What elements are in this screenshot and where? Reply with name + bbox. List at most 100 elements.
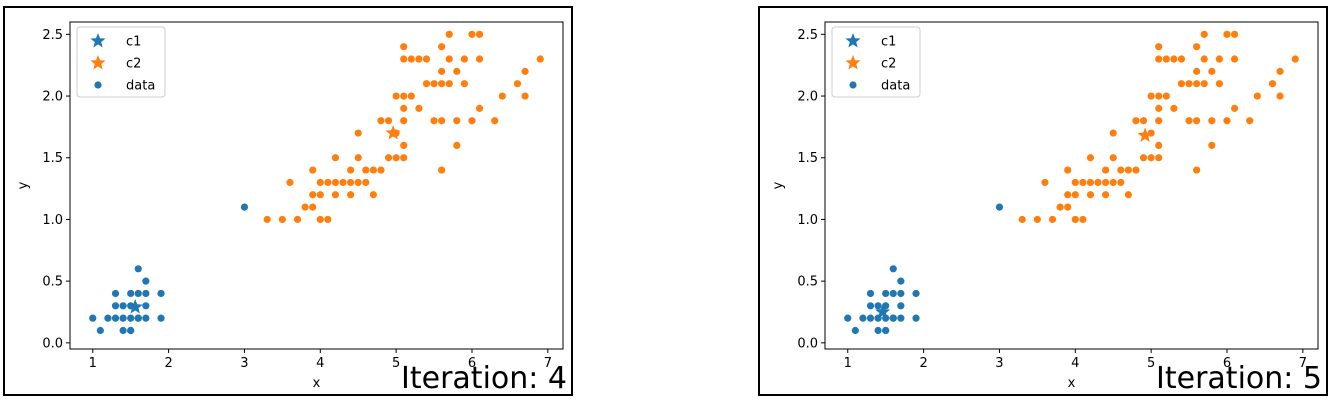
- data-point: [1177, 55, 1186, 63]
- data-point: [1276, 67, 1284, 75]
- data-point: [889, 289, 897, 298]
- legend-marker-star: [845, 33, 861, 48]
- data-point: [536, 55, 544, 63]
- data-point: [316, 178, 324, 187]
- data-point: [453, 141, 461, 149]
- data-point: [897, 302, 905, 310]
- data-point: [1193, 80, 1201, 88]
- data-point: [1109, 129, 1117, 137]
- x-tick-label: 3: [240, 356, 248, 371]
- data-point: [362, 178, 370, 187]
- data-point: [301, 203, 309, 211]
- data-point: [400, 55, 408, 63]
- data-point: [874, 326, 882, 335]
- data-point: [445, 80, 453, 88]
- data-point: [1117, 166, 1125, 174]
- y-tick-label: 2.0: [797, 90, 818, 105]
- data-point: [1170, 104, 1178, 112]
- data-point: [445, 30, 453, 38]
- data-point: [897, 289, 905, 298]
- data-point: [438, 67, 446, 75]
- data-point: [1193, 43, 1201, 51]
- data-point: [415, 104, 423, 112]
- legend-marker-star: [90, 55, 106, 70]
- data-point: [1208, 67, 1216, 75]
- x-tick-label: 1: [844, 356, 852, 371]
- data-point: [1170, 55, 1178, 63]
- x-tick-label: 2: [164, 356, 172, 371]
- data-point: [1177, 80, 1186, 88]
- data-point: [316, 191, 324, 199]
- scatter-plot: 1 2 3 4 5 6 7 0.0 0.5 1.0 1.5 2.0 2.5 x y c1 c2 data: [771, 21, 1319, 391]
- data-point: [1253, 92, 1261, 100]
- legend-label: c2: [881, 57, 896, 72]
- legend-label: data: [126, 79, 155, 94]
- data-point: [866, 289, 875, 298]
- data-point: [1185, 117, 1193, 125]
- data-point: [1086, 154, 1095, 162]
- y-tick-label: 2.0: [42, 90, 63, 105]
- data-point: [1071, 178, 1079, 187]
- data-point: [1162, 92, 1170, 100]
- data-point: [309, 191, 317, 199]
- data-point: [142, 289, 150, 298]
- data-point: [240, 203, 249, 211]
- data-point: [1102, 191, 1110, 199]
- data-point: [453, 117, 461, 125]
- data-point: [859, 314, 867, 322]
- data-point: [1033, 215, 1041, 224]
- data-point: [422, 80, 431, 88]
- centroid-star-c2: [385, 125, 401, 140]
- x-axis-label: x: [313, 376, 321, 391]
- y-tick-label: 0.5: [797, 275, 818, 290]
- data-point: [1230, 55, 1239, 63]
- data-point: [874, 302, 882, 310]
- data-point: [400, 92, 408, 100]
- data-point: [1109, 154, 1117, 162]
- legend: c1 c2 data: [831, 26, 921, 98]
- x-tick-label: 7: [1299, 356, 1307, 371]
- data-point: [851, 326, 859, 335]
- legend-marker-dot: [849, 81, 857, 89]
- data-point: [392, 154, 400, 162]
- legend: c1 c2 data: [76, 26, 166, 98]
- data-point: [369, 166, 377, 174]
- iteration-label: Iteration: 4: [401, 361, 567, 396]
- x-tick-label: 4: [316, 356, 324, 371]
- data-point: [889, 314, 897, 322]
- data-point: [912, 289, 920, 298]
- iteration-label: Iteration: 5: [1156, 361, 1322, 396]
- data-point: [866, 314, 875, 322]
- y-tick-label: 0.5: [42, 275, 63, 290]
- data-point: [119, 302, 127, 310]
- data-point: [513, 80, 522, 88]
- data-point: [1071, 191, 1079, 199]
- centroid-star-c1: [127, 299, 143, 314]
- data-point: [1079, 215, 1087, 224]
- data-point: [278, 215, 286, 224]
- chart-panel-iteration-4: 1 2 3 4 5 6 7 0.0 0.5 1.0 1.5 2.0 2.5 x y c1 c2 data Iter…: [3, 6, 573, 396]
- data-point: [1230, 30, 1239, 38]
- data-point: [400, 104, 408, 112]
- legend-label: c1: [881, 35, 896, 50]
- data-point: [104, 314, 112, 322]
- data-point: [882, 289, 890, 298]
- data-point: [1048, 215, 1057, 224]
- data-point: [134, 289, 142, 298]
- data-point: [392, 92, 400, 100]
- data-point: [324, 215, 332, 224]
- data-point: [369, 191, 377, 199]
- data-point: [286, 178, 294, 187]
- data-point: [96, 326, 104, 335]
- data-point: [438, 43, 446, 51]
- data-point: [134, 265, 142, 273]
- data-point: [309, 203, 317, 211]
- data-point: [354, 178, 362, 187]
- data-point: [407, 55, 415, 63]
- data-point: [1223, 117, 1231, 125]
- legend-label: data: [881, 79, 910, 94]
- y-tick-label: 1.0: [797, 213, 818, 228]
- data-point: [460, 55, 468, 63]
- data-point: [1276, 92, 1284, 100]
- data-point: [1018, 215, 1026, 224]
